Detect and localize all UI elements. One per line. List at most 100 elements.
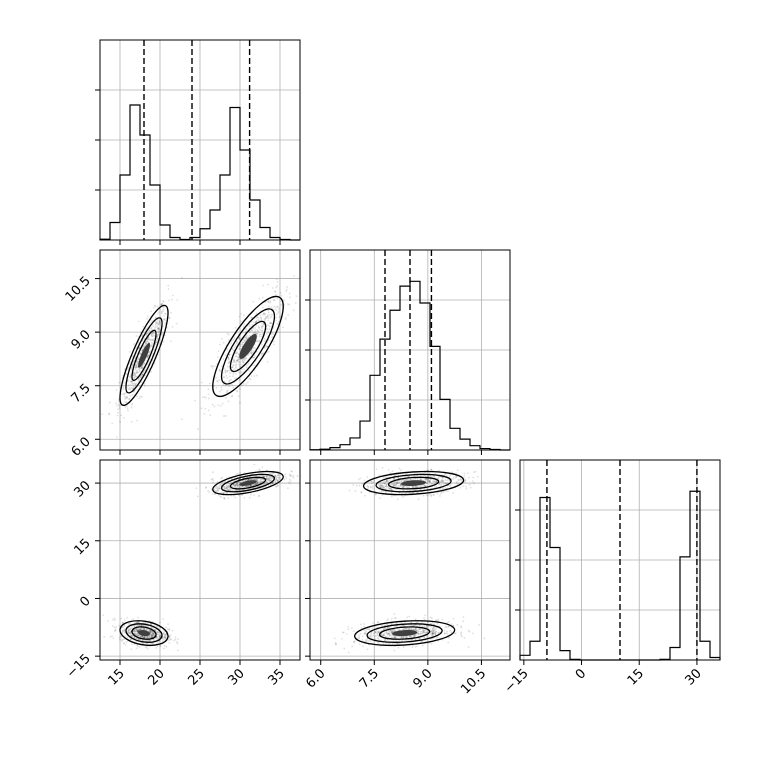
sample-point — [150, 338, 153, 341]
sample-point — [264, 313, 267, 316]
x-tick-label-y: 10.5 — [458, 666, 489, 697]
sample-point — [449, 483, 452, 486]
sample-point — [416, 629, 419, 631]
sample-point — [463, 472, 466, 475]
sample-point — [263, 475, 266, 478]
sample-point — [151, 338, 154, 341]
sample-point — [380, 486, 383, 488]
sample-point — [115, 389, 118, 391]
sample-point — [245, 328, 247, 331]
sample-point — [235, 489, 238, 491]
sample-point — [140, 381, 143, 384]
sample-point — [144, 342, 147, 345]
sample-point — [243, 323, 246, 325]
sample-point — [442, 481, 445, 484]
sample-point — [127, 629, 130, 632]
sample-point — [168, 635, 171, 638]
sample-point — [408, 489, 411, 492]
sample-point — [234, 483, 237, 486]
sample-point — [138, 347, 140, 350]
sample-point — [225, 485, 228, 488]
sample-point — [422, 631, 425, 633]
sample-point — [203, 412, 206, 415]
sample-point — [147, 354, 150, 357]
sample-point — [128, 628, 131, 631]
sample-point — [433, 623, 436, 626]
sample-point — [149, 329, 151, 332]
sample-point — [164, 312, 167, 315]
sample-point — [128, 631, 131, 634]
sample-point — [385, 631, 388, 634]
sample-point — [255, 319, 258, 322]
sample-point — [385, 480, 387, 483]
sample-point — [236, 359, 239, 361]
sample-point — [243, 497, 246, 499]
sample-point — [428, 480, 431, 483]
sample-point — [135, 382, 138, 385]
sample-point — [288, 292, 291, 295]
sample-point — [215, 377, 217, 379]
sample-point — [245, 357, 248, 360]
sample-point — [384, 639, 387, 642]
sample-point — [384, 481, 387, 484]
sample-point — [413, 634, 416, 637]
sample-point — [136, 630, 139, 633]
sample-point — [443, 629, 446, 632]
sample-point — [448, 625, 450, 628]
sample-point — [268, 313, 271, 316]
sample-point — [119, 638, 121, 641]
sample-point — [347, 651, 350, 654]
sample-point — [420, 632, 422, 635]
sample-point — [254, 328, 257, 331]
sample-point — [413, 635, 416, 637]
sample-point — [141, 639, 144, 642]
sample-point — [414, 628, 417, 631]
sample-point — [167, 623, 169, 626]
sample-point — [238, 481, 241, 484]
sample-point — [236, 489, 239, 492]
sample-point — [216, 485, 218, 488]
sample-point — [266, 477, 269, 480]
sample-point — [370, 480, 372, 483]
sample-point — [419, 630, 422, 633]
sample-point — [418, 628, 421, 630]
sample-point — [215, 380, 218, 383]
sample-point — [374, 625, 377, 628]
sample-point — [164, 323, 166, 325]
sample-point — [128, 623, 131, 626]
sample-point — [259, 481, 262, 483]
sample-point — [355, 484, 358, 487]
sample-point — [423, 616, 425, 619]
sample-point — [238, 365, 241, 368]
sample-point — [251, 352, 253, 354]
sample-point — [162, 340, 165, 343]
sample-point — [145, 340, 148, 343]
sample-point — [455, 476, 458, 479]
sample-point — [414, 628, 417, 630]
sample-point — [359, 632, 362, 635]
sample-point — [384, 487, 386, 490]
sample-point — [141, 624, 143, 627]
sample-point — [223, 485, 226, 488]
sample-point — [261, 329, 264, 332]
sample-point — [134, 357, 136, 359]
sample-point — [234, 373, 237, 375]
sample-point — [389, 484, 392, 487]
sample-point — [152, 632, 155, 634]
sample-point — [164, 634, 167, 637]
sample-point — [131, 625, 133, 628]
sample-point — [389, 629, 392, 632]
sample-point — [276, 479, 279, 482]
sample-point — [452, 491, 455, 494]
sample-point — [228, 369, 231, 372]
sample-point — [396, 482, 399, 485]
sample-point — [256, 480, 259, 483]
sample-point — [434, 480, 437, 483]
sample-point — [371, 637, 374, 640]
sample-point — [159, 321, 161, 324]
sample-point — [404, 478, 407, 481]
sample-point — [435, 619, 438, 622]
sample-point — [432, 626, 435, 629]
sample-point — [449, 629, 452, 632]
sample-point — [277, 310, 280, 313]
